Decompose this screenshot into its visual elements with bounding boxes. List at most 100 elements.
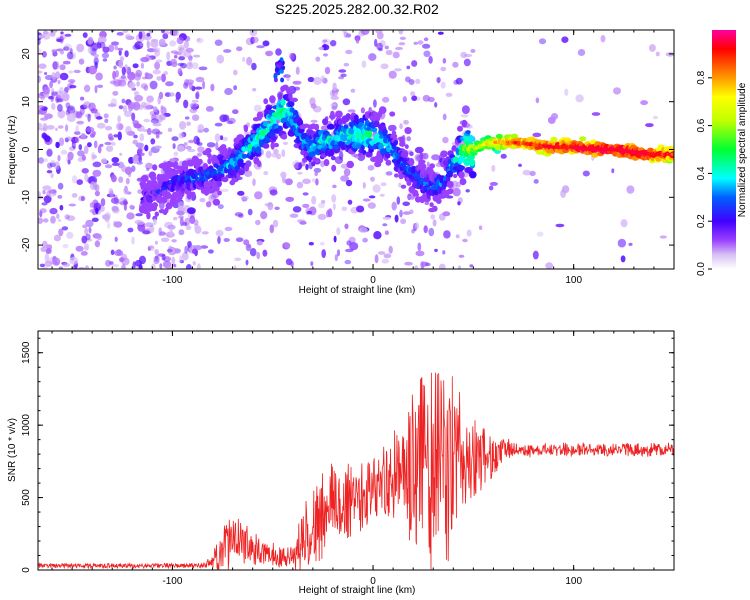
spectrogram-cell <box>38 191 41 198</box>
spectrogram-cell <box>55 96 60 104</box>
ridge-cell <box>277 125 283 133</box>
spectrogram-cell <box>224 87 233 96</box>
spectrogram-cell <box>72 264 78 269</box>
spectrogram-cell <box>336 227 341 236</box>
spectrogram-cell <box>561 36 569 43</box>
spectrogram-cell <box>420 261 425 269</box>
spectrogram-cell <box>39 263 46 268</box>
spectrogram-cell <box>384 230 389 235</box>
spectrogram-cell <box>249 248 257 257</box>
spectrogram-cell <box>372 184 381 193</box>
spectrogram-cell <box>305 163 309 171</box>
spectrogram-cell <box>442 113 447 121</box>
spectrogram-cell <box>84 246 89 250</box>
spectrogram-cell <box>122 105 128 113</box>
spectrogram-cell <box>101 158 108 164</box>
burst-cell <box>273 74 278 79</box>
spectrogram-cell <box>422 43 431 49</box>
spectrogram-cell <box>104 118 109 123</box>
spectrogram-cell <box>59 50 64 55</box>
spectrogram-cell <box>340 163 349 169</box>
spectrogram-cell <box>125 126 132 135</box>
ridge-cell <box>402 151 409 159</box>
spectrogram-cell <box>67 151 74 161</box>
spectrogram-cell <box>340 73 347 78</box>
spectrogram-cell <box>163 71 168 75</box>
ridge-cell <box>212 198 221 206</box>
ridge-cell <box>146 211 151 220</box>
spectrogram-cell <box>49 207 58 215</box>
x-tick-label: 0 <box>370 576 376 587</box>
spectrogram-cell <box>83 84 91 93</box>
spectrogram-cell <box>171 136 179 142</box>
ridge-cell <box>243 163 250 172</box>
ridge-cell <box>337 119 343 125</box>
spectrogram-cell <box>76 43 85 53</box>
spectrogram-cell <box>260 211 268 220</box>
spectrogram-cell <box>382 216 391 220</box>
spectrogram-cell <box>99 41 106 49</box>
spectrogram-cell <box>46 170 53 174</box>
spectrogram-cell <box>307 76 315 83</box>
spectrogram-cell <box>118 197 128 205</box>
spectrogram-cell <box>206 142 216 148</box>
spectrogram-cell <box>398 42 406 46</box>
spectrogram-cell <box>120 74 126 80</box>
spectrogram-cell <box>185 47 194 53</box>
spectrogram-cell <box>78 144 83 151</box>
spectrogram-cell <box>368 195 376 199</box>
spectrogram-cell <box>84 227 89 236</box>
spectrogram-cell <box>127 71 136 81</box>
ridge-cell <box>435 198 442 205</box>
spectrogram-cell <box>133 134 138 139</box>
spectrogram-cell <box>561 185 570 194</box>
spectrogram-cell <box>123 199 128 205</box>
spectrogram-cell <box>97 36 107 44</box>
spectrogram-cell <box>172 143 176 150</box>
ridge-cell <box>266 106 272 111</box>
spectrogram-cell <box>461 105 470 114</box>
spectrogram-cell <box>192 261 196 266</box>
spectrogram-cell <box>88 227 92 234</box>
spectrogram-cell <box>310 119 318 123</box>
spectrogram-cell <box>423 225 428 234</box>
spectrogram-cell <box>56 213 60 219</box>
spectrogram-cell <box>214 39 223 46</box>
spectrogram-cell <box>367 202 376 209</box>
spectrogram-cell <box>92 209 97 216</box>
spectrogram-cell <box>124 166 133 175</box>
spectrogram-cell <box>56 98 64 103</box>
spectrogram-cell <box>458 254 465 258</box>
spectrogram-cell <box>380 63 389 70</box>
spectrogram-cell <box>183 99 189 109</box>
spectrogram-cell <box>315 178 319 186</box>
ridge-cell <box>173 161 179 167</box>
spectrogram-cell <box>235 237 244 242</box>
y-tick: 1500 <box>21 341 674 364</box>
colorbar-tick: 0.8 <box>696 70 712 85</box>
spectrogram-cell <box>326 209 330 218</box>
spectrogram-cell <box>176 36 184 45</box>
spectrogram-cell <box>42 185 52 191</box>
spectrogram-cell <box>68 70 74 74</box>
spectrogram-cell <box>216 54 225 64</box>
spectrogram-cell <box>466 229 472 237</box>
spectrogram-cell <box>333 235 337 243</box>
spectrogram-cell <box>315 56 321 62</box>
spectrogram-cell <box>395 46 403 51</box>
y-tick: -20 <box>21 237 674 252</box>
ridge-cell <box>262 143 270 149</box>
spectrogram-cell <box>645 123 654 128</box>
spectrogram-cell <box>177 68 183 76</box>
spectrogram-cell <box>173 30 179 37</box>
spectrogram-cell <box>57 104 63 112</box>
ridge-cell <box>286 88 291 95</box>
figure-title: S225.2025.282.00.32.R02 <box>275 1 439 17</box>
spectrogram-cell <box>430 214 436 220</box>
spectrogram-cell <box>38 217 44 224</box>
spectrogram-cell <box>145 162 154 170</box>
spectrogram-cell <box>214 133 221 142</box>
spectrogram-heatmap <box>38 30 674 269</box>
ridge-cell <box>255 146 262 154</box>
spectrogram-cell <box>362 182 366 189</box>
